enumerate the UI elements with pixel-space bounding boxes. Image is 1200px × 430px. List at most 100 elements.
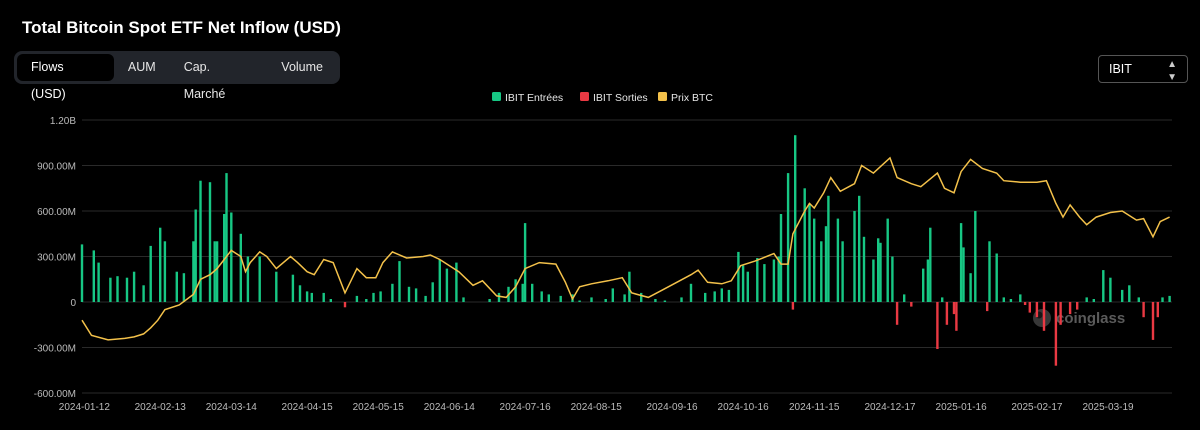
legend-swatch <box>492 92 501 101</box>
inflow-bar <box>455 262 458 302</box>
inflow-bar <box>824 226 828 302</box>
inflow-bar <box>372 292 375 302</box>
inflow-bar <box>756 258 759 302</box>
legend-label: IBIT Sorties <box>593 92 648 104</box>
outflow-bar <box>1042 302 1046 331</box>
x-tick-label: 2024-11-15 <box>789 402 840 413</box>
inflow-bar <box>1002 297 1005 302</box>
outflow-bar <box>1156 302 1159 318</box>
inflow-bar <box>1102 270 1105 302</box>
inflow-bar <box>540 291 543 302</box>
inflow-bar <box>438 259 441 302</box>
legend-label: IBIT Entrées <box>505 92 563 104</box>
x-tick-label: 2025-01-16 <box>936 402 988 413</box>
y-tick-label: 0 <box>70 298 76 309</box>
x-tick-label: 2024-07-16 <box>500 402 552 413</box>
price-line <box>81 156 1170 341</box>
outflow-bar <box>986 302 989 312</box>
inflow-bar <box>431 282 434 302</box>
inflow-bar <box>521 283 524 302</box>
inflow-bar <box>329 299 332 302</box>
inflow-bar <box>611 288 614 302</box>
inflow-bar <box>1168 295 1171 302</box>
inflow-bar <box>194 209 197 302</box>
inflow-bar <box>704 292 707 302</box>
inflow-bar <box>109 277 112 302</box>
x-tick-label: 2025-03-19 <box>1082 402 1134 413</box>
inflow-bar <box>258 256 261 302</box>
inflow-bar <box>1121 289 1124 302</box>
inflow-bar <box>820 241 823 302</box>
inflow-bar <box>886 218 889 302</box>
watermark-text: coinglass <box>1056 310 1125 327</box>
tab-flows[interactable]: Flows (USD) <box>17 54 114 101</box>
inflow-bar <box>1161 297 1164 302</box>
inflow-bar <box>858 195 861 302</box>
chevron-up-down-icon: ▲ ▼ <box>1167 59 1177 83</box>
y-tick-label: 900.00M <box>37 162 76 173</box>
inflow-bar <box>974 211 977 302</box>
y-tick-label: -600.00M <box>34 389 76 400</box>
inflow-bar <box>841 241 844 302</box>
inflow-bar <box>808 203 811 302</box>
inflow-bar <box>305 291 309 302</box>
inflow-bar <box>391 283 394 302</box>
watermark: coinglass <box>1033 309 1125 327</box>
inflow-bar <box>246 256 250 302</box>
inflow-bar <box>322 292 325 302</box>
inflow-bar <box>654 299 657 302</box>
outflow-bar <box>1059 302 1062 325</box>
inflow-bar <box>125 277 129 302</box>
inflow-bar <box>182 273 186 302</box>
fund-select[interactable]: IBIT ▲ ▼ <box>1098 55 1188 83</box>
tab-market-cap[interactable]: Cap. Marché <box>183 60 226 101</box>
outflow-bar <box>936 302 939 349</box>
inflow-bar <box>149 245 152 302</box>
x-tick-label: 2024-10-16 <box>718 402 770 413</box>
tab-aum[interactable]: AUM <box>127 60 156 74</box>
legend: IBIT Entrées IBIT Sorties Prix BTC <box>492 92 713 104</box>
legend-swatch <box>658 92 667 101</box>
inflow-bar <box>310 292 313 302</box>
inflow-bar <box>424 295 427 302</box>
inflow-bar <box>497 292 501 302</box>
inflow-bar <box>230 212 233 302</box>
y-tick-label: 300.00M <box>37 253 76 264</box>
inflow-bar <box>727 289 731 302</box>
inflow-bar <box>891 256 894 302</box>
inflow-bar <box>720 288 723 302</box>
inflow-bar <box>163 241 167 302</box>
inflow-bar <box>559 295 562 302</box>
inflow-bar <box>239 233 242 303</box>
inflow-bar <box>929 227 932 302</box>
outflow-bar <box>945 302 949 325</box>
inflow-bar <box>872 259 875 302</box>
inflow-bar <box>962 247 965 302</box>
x-tick-label: 2024-03-14 <box>206 402 258 413</box>
inflow-bar <box>689 283 693 302</box>
inflow-bar <box>1009 299 1013 302</box>
inflow-bar <box>590 297 593 302</box>
x-tick-label: 2024-12-17 <box>864 402 916 413</box>
inflow-bar <box>926 259 930 302</box>
inflow-bar <box>1137 297 1140 302</box>
outflow-bar <box>1142 302 1145 318</box>
tab-volume[interactable]: Volume <box>281 60 323 74</box>
inflow-bar <box>291 274 295 302</box>
inflow-bar <box>969 273 972 302</box>
inflow-bar <box>578 300 581 302</box>
outflow-bar <box>910 302 913 307</box>
inflow-bar <box>462 297 465 302</box>
inflow-bar <box>746 271 749 302</box>
inflow-bar <box>175 271 178 302</box>
inflow-bar <box>680 297 683 302</box>
inflow-bar <box>853 211 856 302</box>
inflow-bar <box>97 262 100 302</box>
legend-label: Prix BTC <box>671 92 713 104</box>
inflow-bar <box>903 294 906 302</box>
inflow-bar <box>192 241 195 302</box>
view-tabs: Flows (USD) AUM Cap. Marché Volume <box>14 51 340 101</box>
outflow-bar <box>895 302 899 325</box>
inflow-bar <box>208 182 212 302</box>
